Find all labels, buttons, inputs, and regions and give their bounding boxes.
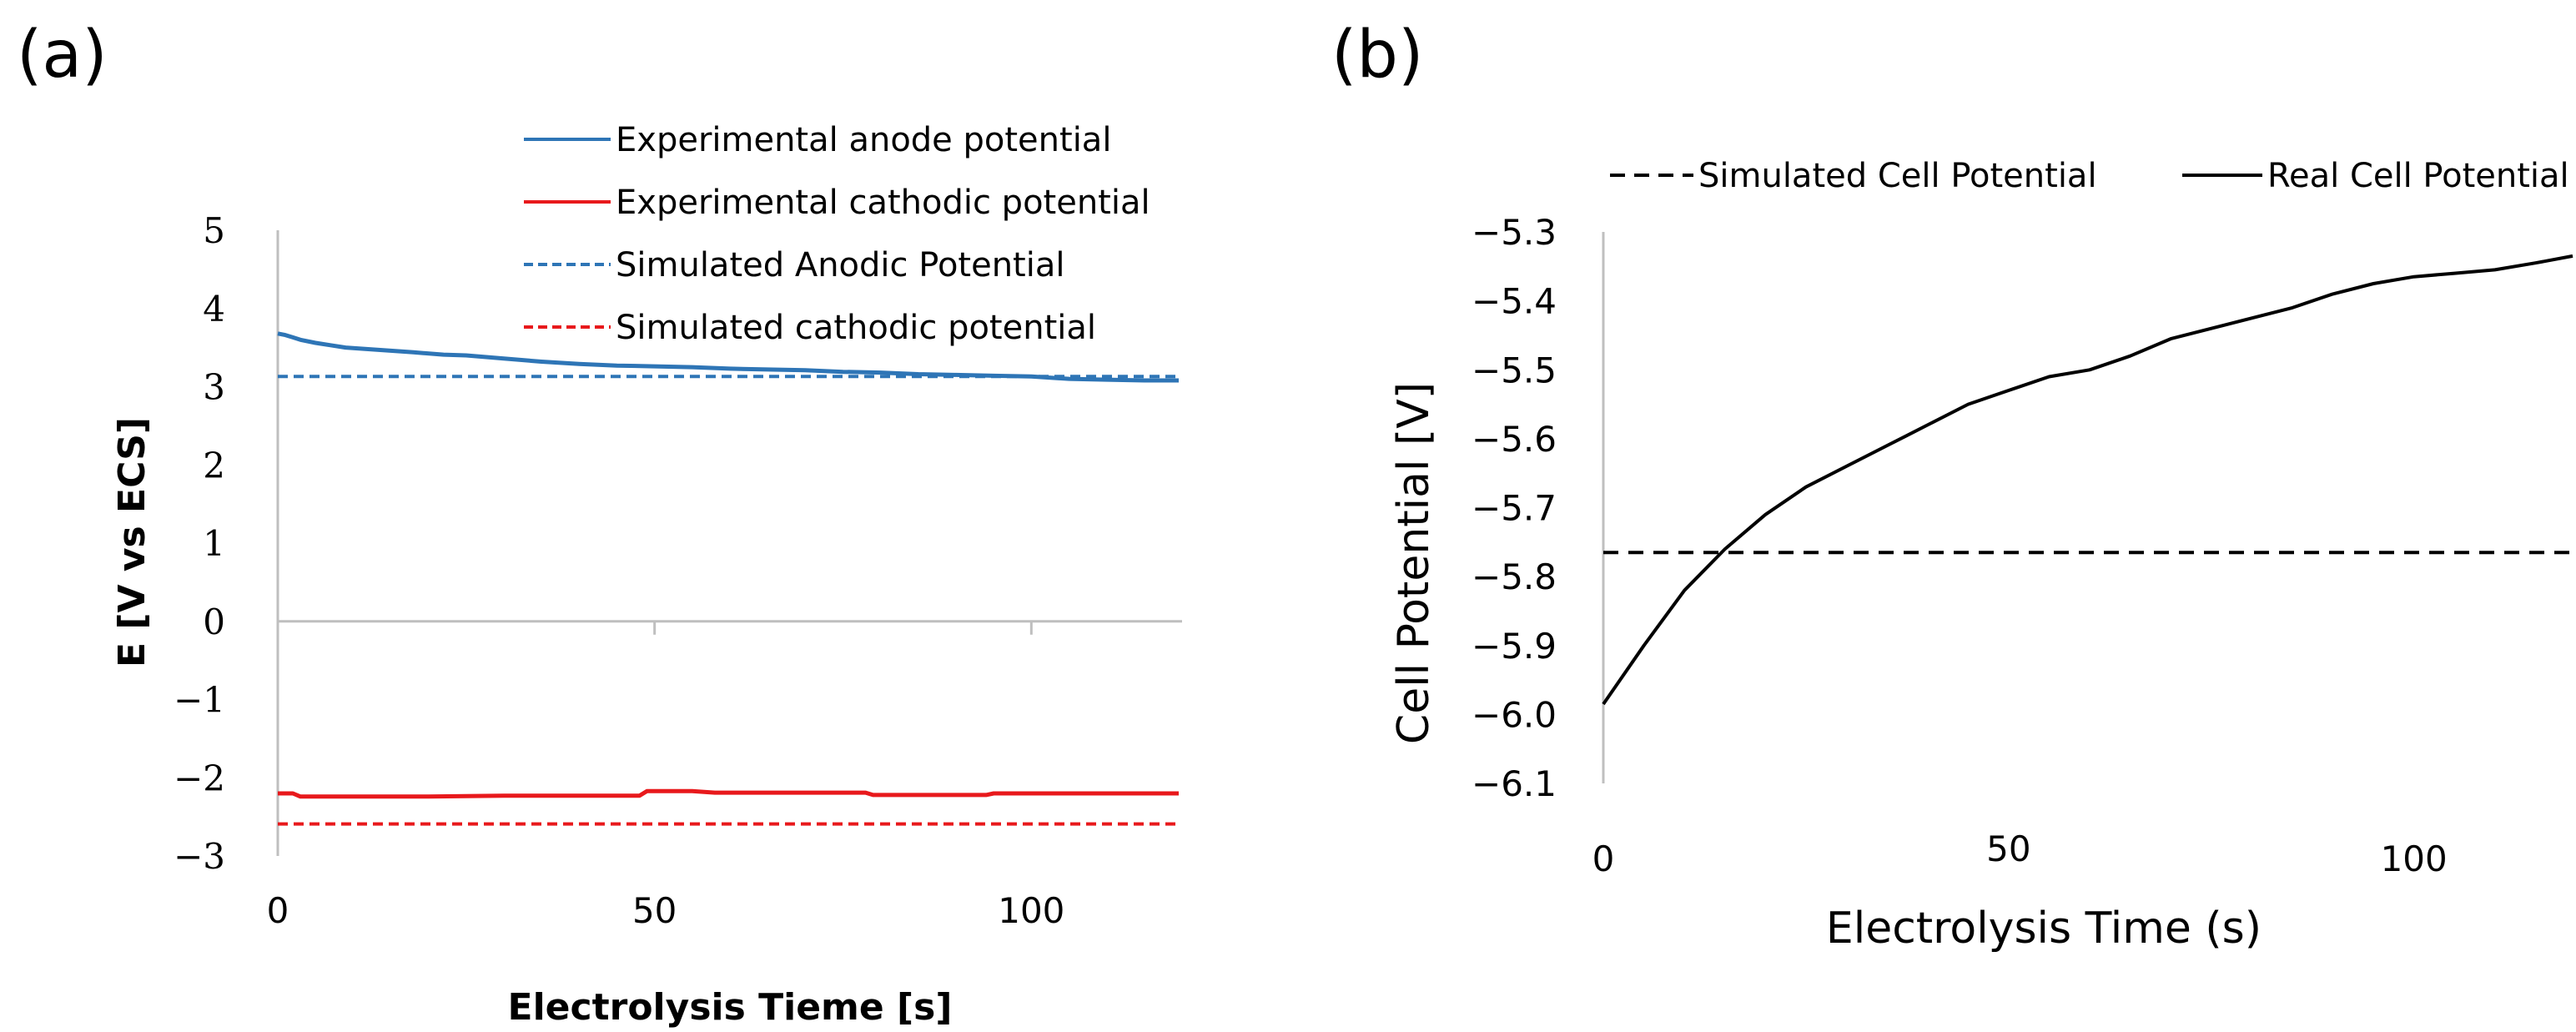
legend-label: Simulated cathodic potential [616, 309, 1096, 347]
y-tick-label: 4 [203, 289, 225, 330]
x-axis-label: Electrolysis Time (s) [1826, 904, 2262, 954]
x-tick-label: 0 [267, 890, 289, 931]
y-tick-label: 3 [203, 367, 225, 408]
y-tick-label: 2 [203, 445, 225, 486]
panel-label-b: (b) [1331, 18, 1423, 93]
panel-label-a: (a) [17, 18, 108, 93]
y-tick-label: 5 [203, 210, 225, 251]
legend-label: Experimental anode potential [616, 121, 1111, 159]
y-tick-label: −5.4 [1472, 281, 1557, 322]
y-tick-label: −5.7 [1472, 488, 1557, 529]
x-tick-label: 50 [632, 890, 677, 931]
y-tick-label: −5.9 [1472, 626, 1557, 667]
series-line-experimental-cathodic-potential [278, 788, 1179, 799]
chart-b: −5.3 −5.4 −5.5 −5.6 −5.7 −5.8 −5.9 −6.0 −6.1 0 50 1… [1389, 157, 2573, 954]
y-tick-label: −5.6 [1472, 419, 1557, 460]
x-tick-label: 50 [1986, 828, 2030, 869]
x-axis-label: Electrolysis Tieme [s] [508, 986, 953, 1029]
y-tick-label: −1 [174, 680, 225, 721]
x-tick-label: 0 [1592, 838, 1615, 879]
y-tick-label: −6.1 [1472, 763, 1557, 804]
y-tick-label: −6.0 [1472, 694, 1557, 735]
y-tick-label: −5.3 [1472, 212, 1557, 253]
legend-label: Real Cell Potential [2267, 157, 2569, 195]
legend-label: Experimental cathodic potential [616, 184, 1150, 222]
x-tick-label: 100 [998, 890, 1064, 931]
chart-a: 5 4 3 2 1 0 −1 −2 −3 0 50 100 Electrolysis Tieme [s]… [111, 121, 1182, 1029]
y-tick-label: −5.8 [1472, 556, 1557, 597]
y-tick-label: 0 [203, 602, 225, 642]
y-tick-label: −3 [174, 836, 225, 877]
y-axis-label: Cell Potential [V] [1389, 382, 1439, 744]
y-tick-label: −2 [174, 758, 225, 798]
legend-label: Simulated Anodic Potential [616, 246, 1064, 284]
y-tick-label: 1 [203, 523, 225, 564]
legend-label: Simulated Cell Potential [1698, 157, 2097, 195]
series-line-real-cell-potential [1602, 254, 2573, 706]
y-tick-label: −5.5 [1472, 350, 1557, 390]
x-tick-label: 100 [2381, 838, 2448, 879]
y-axis-label: E [V vs ECS] [111, 417, 153, 667]
